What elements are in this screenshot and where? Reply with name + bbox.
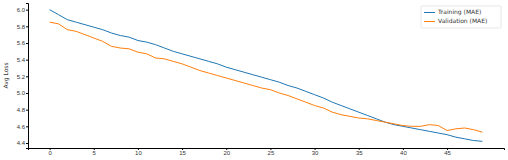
y-tick: 6.0 — [17, 7, 28, 13]
y-axis: 4.4 4.6 4.8 5.0 5.2 5.4 5.6 5.8 6.0 — [17, 4, 29, 149]
x-tick-label: 45 — [444, 150, 451, 156]
y-tick: 5.2 — [17, 74, 28, 80]
y-tick: 5.0 — [17, 90, 28, 96]
y-tick-label: 5.4 — [17, 57, 26, 63]
x-tick-label: 35 — [356, 150, 363, 156]
x-tick: 0 — [48, 148, 52, 156]
x-tick-label: 25 — [268, 150, 275, 156]
x-tick: 10 — [135, 148, 142, 156]
chart: 0 5 10 15 20 25 30 35 40 45 4.4 4.6 4.8 5.0 5.2 5.4 5.6 5… — [0, 0, 508, 160]
y-tick-label: 4.4 — [17, 140, 26, 146]
y-tick: 5.8 — [17, 24, 28, 30]
x-tick: 45 — [444, 148, 451, 156]
y-tick-mark — [26, 76, 28, 77]
y-tick-label: 4.8 — [17, 107, 26, 113]
y-tick-mark — [26, 126, 28, 127]
x-tick-label: 0 — [48, 150, 52, 156]
y-tick: 5.6 — [17, 40, 28, 46]
y-tick-label: 5.8 — [17, 24, 26, 30]
x-tick-label: 30 — [312, 150, 319, 156]
x-tick: 40 — [400, 148, 407, 156]
y-tick: 4.4 — [17, 140, 28, 146]
legend-swatch — [424, 12, 435, 13]
y-tick-mark — [26, 60, 28, 61]
x-tick: 15 — [179, 148, 186, 156]
legend-swatch — [424, 21, 435, 22]
plot-area: 0 5 10 15 20 25 30 35 40 45 4.4 4.6 4.8 5.0 5.2 5.4 5.6 5… — [17, 4, 505, 157]
x-tick: 5 — [93, 148, 97, 156]
x-tick: 35 — [356, 148, 363, 156]
legend-box — [421, 6, 501, 28]
legend: Training (MAE)Validation (MAE) — [421, 6, 501, 28]
y-tick-label: 5.2 — [17, 74, 26, 80]
x-tick: 30 — [312, 148, 319, 156]
x-axis: 0 5 10 15 20 25 30 35 40 45 — [29, 148, 505, 156]
y-axis-line — [26, 4, 29, 149]
x-tick-label: 5 — [93, 150, 97, 156]
y-tick-mark — [26, 26, 28, 27]
x-tick: 20 — [223, 148, 230, 156]
x-axis-line — [29, 149, 505, 151]
y-tick: 4.6 — [17, 124, 28, 130]
y-tick-mark — [26, 110, 28, 111]
y-tick-mark — [26, 143, 28, 144]
legend-label: Training (MAE) — [437, 8, 481, 16]
x-tick-label: 40 — [400, 150, 407, 156]
lines — [50, 10, 483, 142]
y-tick-label: 4.6 — [17, 124, 26, 130]
y-axis-title: Avg Loss — [2, 62, 10, 88]
series-line — [50, 22, 483, 132]
x-tick-label: 15 — [179, 150, 186, 156]
x-tick-label: 10 — [135, 150, 142, 156]
y-tick-mark — [26, 43, 28, 44]
legend-label: Validation (MAE) — [438, 17, 487, 24]
x-tick-label: 20 — [223, 150, 230, 156]
y-tick-label: 5.0 — [17, 90, 26, 96]
y-tick: 4.8 — [17, 107, 28, 113]
y-tick-label: 5.6 — [17, 40, 26, 46]
y-tick-label: 6.0 — [17, 7, 26, 13]
y-tick-mark — [26, 93, 28, 94]
series-line — [50, 10, 483, 142]
y-tick: 5.4 — [17, 57, 28, 63]
y-tick-mark — [26, 10, 28, 11]
x-tick: 25 — [268, 148, 275, 156]
